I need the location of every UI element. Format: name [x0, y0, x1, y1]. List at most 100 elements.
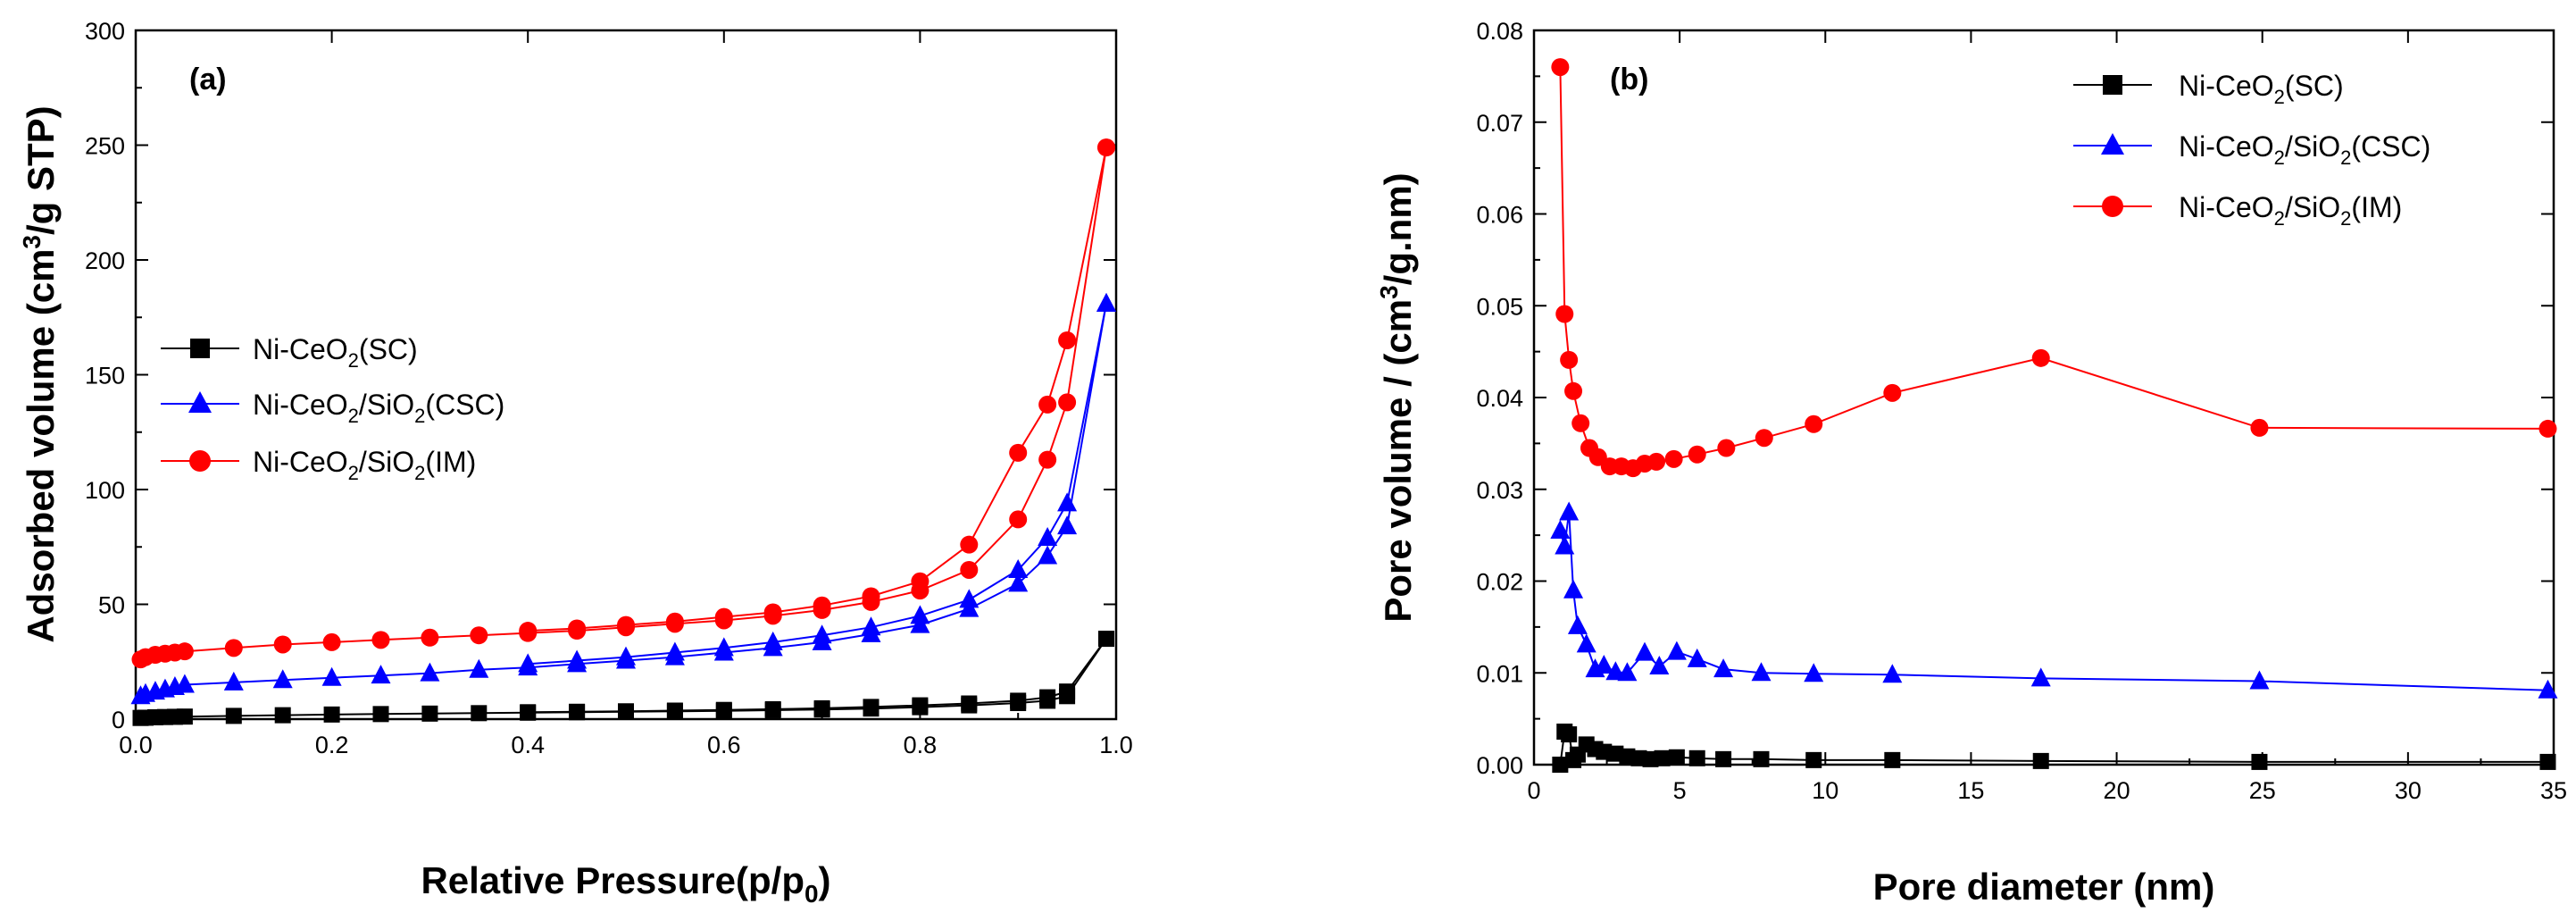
chart-b-y-tick-label: 0.08: [1476, 18, 1523, 45]
chart-a-series-2-adsorption-point: [421, 628, 439, 647]
chart-a-x-axis-label-sub: 0: [804, 880, 819, 908]
chart-b-series-2-line-point: [1551, 58, 1570, 77]
chart-a-x-tick-label: 0.0: [119, 732, 153, 758]
chart-a-series-2-desorption-point: [714, 607, 733, 626]
chart-a-y-tick-label: 150: [85, 363, 125, 389]
chart-a-series-1-adsorption-point: [174, 674, 195, 693]
chart-a-series-2-adsorption-point: [470, 626, 488, 645]
legend-a-csc-c: (CSC): [425, 389, 504, 421]
chart-b-series-2-line-point: [1564, 381, 1583, 400]
chart-b-y-tick-label: 0.07: [1476, 110, 1523, 137]
chart-b-x-tick-label: 10: [1812, 777, 1838, 804]
chart-a-series-0-desorption-point: [1039, 689, 1056, 706]
chart-b-series-1-line-point: [1617, 662, 1638, 682]
legend-b-item-sc: Ni-CeO2(SC): [2073, 70, 2344, 108]
legend-a-im-c: (IM): [425, 446, 476, 478]
chart-a-series-2-adsorption-point: [1058, 393, 1077, 412]
chart-b-series-0-line-point: [1884, 751, 1901, 768]
legend-a-im-sub2: 2: [414, 462, 425, 484]
chart-a-x-tick-label: 0.8: [904, 732, 938, 758]
chart-a-series-0-desorption-point: [1098, 631, 1115, 648]
legend-b-sc-a: Ni-CeO: [2179, 70, 2274, 102]
chart-a-series-1-desorption-point: [567, 649, 588, 669]
chart-b-series-2-line-point: [2250, 418, 2269, 437]
chart-a-series-1-adsorption-point: [1038, 545, 1058, 565]
chart-a-series-2-desorption-line: [528, 147, 1107, 632]
chart-b-y-axis-label-sup: 3: [1375, 285, 1403, 299]
legend-b-im-a: Ni-CeO: [2179, 191, 2274, 223]
legend-a-item-im: Ni-CeO2/SiO2(IM): [161, 446, 476, 484]
chart-a-series-2: [131, 138, 1116, 669]
chart-b-series-1-line-point: [1563, 579, 1584, 599]
legend-b-sc-b: (SC): [2285, 70, 2344, 102]
chart-a-series-1-adsorption-point: [321, 666, 342, 686]
chart-b-series-2-line-point: [2031, 348, 2050, 367]
chart-a-series-1-adsorption-point: [469, 658, 489, 678]
chart-a-y-axis-label-pre: Adsorbed volume (cm: [20, 249, 62, 643]
chart-b-x-tick-label: 5: [1673, 777, 1687, 804]
chart-b-y-tick-label: 0.00: [1476, 752, 1523, 779]
chart-a-series-1-adsorption-point: [223, 671, 244, 691]
svg-text:Ni-CeO2(SC): Ni-CeO2(SC): [253, 333, 418, 372]
chart-b-series-0: [1552, 724, 2556, 773]
chart-b-series-2-line-point: [1717, 439, 1736, 457]
chart-b-series-1-line-point: [1550, 519, 1571, 539]
legend-b-im-b: /SiO: [2285, 191, 2340, 223]
chart-b-series-0-line-point: [1552, 757, 1569, 773]
chart-a-series-0-desorption-point: [618, 703, 634, 720]
chart-a-series-0-desorption-point: [1010, 692, 1027, 709]
chart-a-series-2-adsorption-point: [371, 631, 390, 649]
chart-a-series-2-adsorption-point: [175, 642, 194, 661]
chart-a-x-tick-label: 1.0: [1099, 732, 1133, 758]
chart-b-series-2-line-point: [1755, 429, 1773, 448]
chart-a: 0.0 0.2 0.4 0.6 0.8 1.0 0 50 100 150 200 250 300 (a)…: [18, 18, 1133, 908]
chart-b-series-1-line-point: [1634, 641, 1655, 661]
chart-a-y-tick-label: 200: [85, 247, 125, 274]
chart-b-x-tick-label: 0: [1527, 777, 1540, 804]
chart-b-panel-label: (b): [1610, 63, 1648, 96]
chart-a-series-0-desorption-point: [961, 695, 978, 712]
svg-text:Ni-CeO2/SiO2(IM): Ni-CeO2/SiO2(IM): [253, 446, 476, 484]
chart-a-series-2-adsorption-point: [960, 560, 979, 579]
legend-a-item-csc: Ni-CeO2/SiO2(CSC): [161, 389, 504, 427]
chart-a-x-axis-label-tail: ): [819, 859, 831, 901]
chart-a-series-1-desorption-point: [959, 589, 980, 608]
chart-b-series-1-line-line: [1559, 512, 2548, 691]
chart-b-series-0-line-point: [2251, 753, 2268, 770]
chart-a-series-0-desorption-point: [813, 699, 830, 716]
chart-b-x-tick-label: 35: [2540, 777, 2567, 804]
chart-a-y-axis-label-post: /g STP): [20, 105, 62, 235]
chart-b-series-2-line-line: [1559, 67, 2548, 470]
chart-b-series-1-line-point: [1882, 664, 1903, 683]
chart-b-series-1-line-point: [2030, 667, 2051, 687]
chart-b-series-1-line-point: [1751, 662, 1772, 682]
legend-a-im-b: /SiO: [359, 446, 414, 478]
chart-b-series-2-line-point: [1664, 449, 1683, 468]
chart-a-x-axis-label: Relative Pressure(p/p0): [421, 859, 830, 908]
chart-a-series-2-adsorption-point: [273, 635, 292, 654]
chart-a-series-1-adsorption-point: [420, 662, 440, 682]
chart-a-series-2-adsorption-point: [1009, 510, 1028, 529]
chart-a-series-1-desorption-point: [616, 646, 636, 666]
svg-text:Ni-CeO2/SiO2(CSC): Ni-CeO2/SiO2(CSC): [2179, 130, 2430, 169]
legend-a-csc-b: /SiO: [359, 389, 414, 421]
chart-b-y-axis-label: Pore volume / (cm3/g.nm): [1375, 172, 1419, 622]
chart-b-y-tick-label: 0.06: [1476, 202, 1523, 229]
legend-a-csc-sub1: 2: [348, 405, 359, 427]
legend-a-im-a: Ni-CeO: [253, 446, 348, 478]
chart-a-series-0-adsorption-point: [421, 705, 438, 722]
chart-b-x-tick-label: 25: [2249, 777, 2276, 804]
chart-a-series-2-adsorption-point: [322, 632, 341, 651]
chart-b-y-axis-label-pre: Pore volume / (cm: [1377, 299, 1419, 623]
legend-a-im-sub1: 2: [348, 462, 359, 484]
chart-a-series-1-adsorption-point: [1057, 515, 1078, 535]
chart-a-series-1-adsorption-point: [1008, 573, 1029, 592]
chart-a-series-1-desorption-point: [763, 631, 783, 650]
chart-a-series-2-adsorption-point: [1038, 450, 1057, 469]
legend-b-item-im: Ni-CeO2/SiO2(IM): [2073, 191, 2402, 230]
chart-a-series-1-desorption-point: [1096, 292, 1117, 312]
chart-b-series-2-line-point: [1805, 414, 1823, 433]
chart-a-series-1-desorption-point: [518, 653, 538, 673]
chart-b-series-1-line-point: [2249, 670, 2270, 690]
legend-b-sc-sub1: 2: [2274, 86, 2285, 108]
